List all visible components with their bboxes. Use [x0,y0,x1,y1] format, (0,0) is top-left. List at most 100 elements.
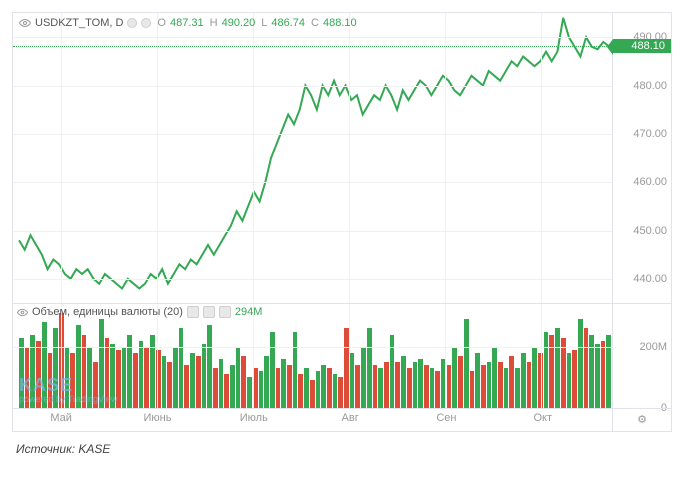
volume-bar [401,356,406,408]
volume-bar [464,319,469,408]
volume-bar [430,368,435,408]
volume-bar [287,365,292,408]
x-tick: Май [50,412,72,424]
ticker-name[interactable]: USDKZT_TOM, D [35,17,123,29]
y-tick: 200M [639,341,667,353]
volume-bar [184,365,189,408]
volume-bar [190,353,195,408]
volume-bar [413,362,418,408]
volume-bar [333,374,338,408]
volume-label: Объем, единицы валюты (20) [32,306,183,318]
volume-bar [179,328,184,408]
volume-bar [367,328,372,408]
close-value: 488.10 [323,17,357,29]
volume-bar [549,335,554,408]
y-tick: 440.00 [633,273,667,285]
volume-bar [327,368,332,408]
volume-bar [224,374,229,408]
volume-bar [487,362,492,408]
status-dot-icon [127,18,137,28]
settings-icon[interactable] [187,306,199,318]
volume-bar [350,353,355,408]
volume-bar [321,365,326,408]
volume-bar [241,356,246,408]
volume-bar [424,365,429,408]
price-plot-area[interactable] [13,13,613,303]
volume-bar [470,371,475,408]
volume-bar [515,368,520,408]
volume-bar [418,359,423,408]
volume-bar [532,347,537,408]
ticker-bar: USDKZT_TOM, D O 487.31 H 490.20 L 486.74… [19,17,357,29]
volume-bar [173,347,178,408]
volume-bar [122,347,127,408]
price-pane[interactable]: 440.00450.00460.00470.00480.00490.00488.… [13,13,671,304]
volume-bar [481,365,486,408]
close-icon[interactable] [219,306,231,318]
volume-bar [561,338,566,408]
volume-bar [521,353,526,408]
volume-bar [373,365,378,408]
volume-bar [567,353,572,408]
settings-icon[interactable] [203,306,215,318]
source-label: Источник: KASE [16,442,672,456]
volume-bar [355,365,360,408]
y-tick: 450.00 [633,225,667,237]
volume-bar [316,371,321,408]
volume-bar [589,335,594,408]
volume-bar [219,359,224,408]
volume-bar [247,377,252,408]
volume-bar [276,368,281,408]
x-tick: Сен [436,412,456,424]
visibility-icon[interactable] [17,307,28,318]
volume-bar [378,368,383,408]
volume-bar [435,371,440,408]
volume-bar [395,362,400,408]
volume-bar [595,344,600,408]
volume-bar [207,325,212,408]
volume-pane[interactable]: Объем, единицы валюты (20) 294M KASE pow… [13,304,671,408]
volume-bar [230,365,235,408]
volume-bar [281,359,286,408]
chart-box: USDKZT_TOM, D O 487.31 H 490.20 L 486.74… [12,12,672,432]
volume-header: Объем, единицы валюты (20) 294M [17,306,262,318]
volume-bar [139,341,144,408]
settings-dot-icon[interactable] [141,18,151,28]
low-value: 486.74 [271,17,305,29]
axis-settings-button[interactable]: ⚙ [612,409,671,431]
price-line [13,13,613,303]
volume-bar [498,362,503,408]
y-tick: 460.00 [633,176,667,188]
volume-bar [578,319,583,408]
volume-bar [213,368,218,408]
volume-bar [452,347,457,408]
volume-bar [606,335,611,408]
volume-bar [504,368,509,408]
watermark-subtitle: powered by TradingView [19,394,117,404]
volume-bar [572,350,577,408]
volume-bar [293,332,298,408]
volume-bar [144,347,149,408]
volume-bar [270,332,275,408]
volume-plot-area[interactable]: KASE powered by TradingView [13,304,613,408]
x-axis: ⚙ МайИюньИюльАвгСенОкт [13,408,671,431]
volume-bar [390,335,395,408]
volume-bar [150,335,155,408]
volume-y-axis: 0200M [612,304,671,408]
volume-bar [544,332,549,408]
volume-value: 294M [235,306,263,318]
volume-bar [202,344,207,408]
volume-bar [555,328,560,408]
volume-bar [162,356,167,408]
y-tick: 480.00 [633,80,667,92]
price-y-axis: 440.00450.00460.00470.00480.00490.00488.… [612,13,671,303]
close-label: C [311,17,319,29]
open-label: O [157,17,166,29]
volume-bar [264,356,269,408]
visibility-icon[interactable] [19,17,31,29]
volume-bar [384,362,389,408]
volume-bar [196,356,201,408]
x-tick: Июнь [143,412,171,424]
volume-bar [127,335,132,408]
volume-bar [527,362,532,408]
